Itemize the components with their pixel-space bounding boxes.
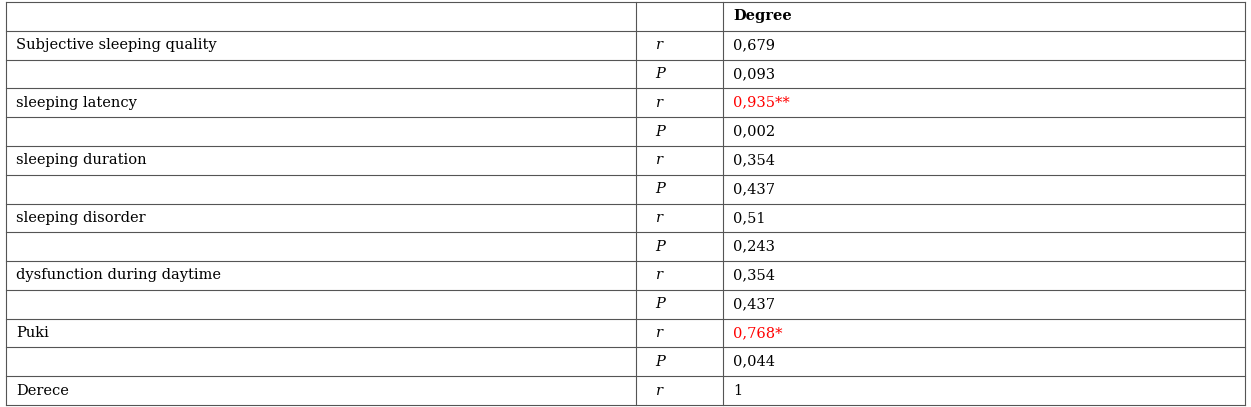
Text: Subjective sleeping quality: Subjective sleeping quality bbox=[16, 38, 216, 52]
Text: sleeping duration: sleeping duration bbox=[16, 153, 146, 167]
Text: P: P bbox=[656, 355, 666, 369]
Text: 0,354: 0,354 bbox=[733, 153, 776, 167]
Text: P: P bbox=[656, 67, 666, 81]
Text: 0,679: 0,679 bbox=[733, 38, 776, 52]
Text: P: P bbox=[656, 125, 666, 138]
Text: r: r bbox=[656, 153, 663, 167]
Text: 0,243: 0,243 bbox=[733, 240, 776, 254]
Text: r: r bbox=[656, 383, 663, 398]
Text: r: r bbox=[656, 38, 663, 52]
Text: P: P bbox=[656, 297, 666, 311]
Text: sleeping latency: sleeping latency bbox=[16, 96, 138, 110]
Text: 0,935**: 0,935** bbox=[733, 96, 789, 110]
Text: r: r bbox=[656, 96, 663, 110]
Text: r: r bbox=[656, 269, 663, 282]
Text: 0,51: 0,51 bbox=[733, 211, 766, 225]
Text: 0,768*: 0,768* bbox=[733, 326, 783, 340]
Text: 0,437: 0,437 bbox=[733, 182, 776, 196]
Text: P: P bbox=[656, 240, 666, 254]
Text: 0,437: 0,437 bbox=[733, 297, 776, 311]
Text: Puki: Puki bbox=[16, 326, 49, 340]
Text: dysfunction during daytime: dysfunction during daytime bbox=[16, 269, 221, 282]
Text: 0,354: 0,354 bbox=[733, 269, 776, 282]
Text: Derece: Derece bbox=[16, 383, 69, 398]
Text: sleeping disorder: sleeping disorder bbox=[16, 211, 146, 225]
Text: 0,002: 0,002 bbox=[733, 125, 776, 138]
Text: Degree: Degree bbox=[733, 9, 792, 24]
Text: P: P bbox=[656, 182, 666, 196]
Text: r: r bbox=[656, 326, 663, 340]
Text: 1: 1 bbox=[733, 383, 742, 398]
Text: r: r bbox=[656, 211, 663, 225]
Text: 0,093: 0,093 bbox=[733, 67, 776, 81]
Text: 0,044: 0,044 bbox=[733, 355, 776, 369]
